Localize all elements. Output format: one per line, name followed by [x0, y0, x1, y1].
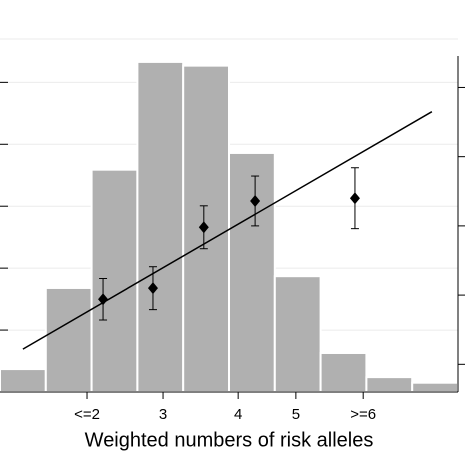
bar — [44, 286, 93, 393]
fit-line — [22, 111, 433, 350]
x-tick-label: <=2 — [74, 406, 100, 423]
point — [198, 221, 209, 234]
point — [349, 192, 360, 205]
x-tick-label: 4 — [234, 406, 242, 423]
point — [147, 282, 158, 295]
point — [98, 293, 109, 306]
point — [250, 194, 261, 207]
bar — [411, 381, 460, 394]
x-axis-title: Weighted numbers of risk alleles — [85, 429, 374, 451]
bar — [0, 368, 47, 394]
x-tick-label: >=6 — [350, 406, 376, 423]
bar — [273, 275, 322, 393]
x-tick-label: 3 — [159, 406, 167, 423]
bar — [319, 351, 368, 394]
bar — [136, 60, 185, 394]
x-tick-label: 5 — [292, 406, 300, 423]
bar — [228, 151, 276, 393]
bar — [365, 376, 414, 393]
bar — [90, 168, 139, 393]
